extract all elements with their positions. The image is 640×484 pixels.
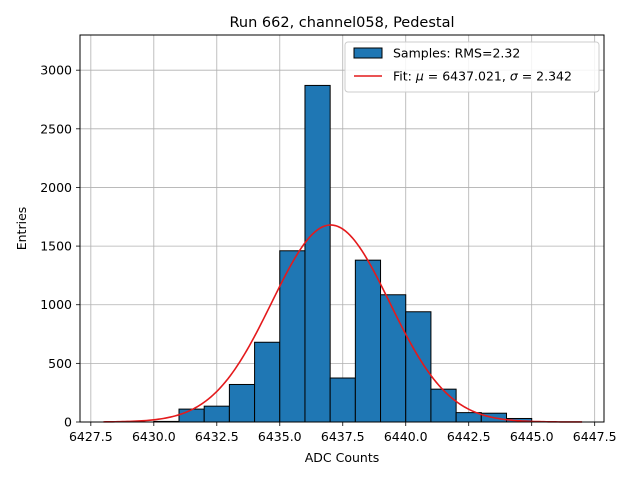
legend-fit-mu-value: = 6437.021, (424, 69, 510, 84)
legend-histogram-swatch (353, 47, 383, 59)
histogram-bar (304, 84, 331, 423)
legend-fit-prefix: Fit: (393, 69, 416, 84)
legend-histogram-label: Samples: RMS=2.32 (393, 46, 520, 61)
histogram-bar (455, 412, 482, 423)
y-tick-label: 3000 (40, 63, 72, 78)
histogram-bar (329, 377, 356, 423)
fit-curve (103, 224, 583, 423)
legend-fit-mu-symbol: μ (415, 69, 424, 84)
histogram-bar (354, 259, 382, 423)
x-tick-label: 6442.5 (447, 429, 491, 444)
histogram-bar (178, 408, 205, 423)
y-tick-label: 500 (48, 356, 72, 371)
x-tick-label: 6445.0 (510, 429, 554, 444)
x-axis-label: ADC Counts (305, 450, 380, 465)
y-tick-label: 2000 (40, 180, 72, 195)
fit-curve-group (103, 224, 583, 423)
x-tick-label: 6437.5 (321, 429, 365, 444)
plot-frame (79, 34, 605, 423)
legend-box (344, 41, 600, 93)
y-axis-ticks: 0 500 1000 1500 2000 2500 3000 (40, 63, 80, 430)
x-tick-label: 6447.5 (573, 429, 617, 444)
x-tick-label: 6427.5 (69, 429, 113, 444)
histogram-bars (153, 84, 533, 423)
x-axis-ticks: 6427.5 6430.0 6432.5 6435.0 6437.5 6440.0 6442… (69, 422, 617, 444)
x-tick-label: 6440.0 (384, 429, 428, 444)
legend-fit-sigma-symbol: σ (510, 69, 519, 84)
chart-title: Run 662, channel058, Pedestal (229, 15, 454, 31)
legend-fit-sigma-value: = 2.342 (518, 69, 572, 84)
y-axis-label: Entries (14, 207, 29, 251)
y-tick-label: 2500 (40, 121, 72, 136)
histogram-bar (228, 383, 256, 423)
x-tick-label: 6430.0 (132, 429, 176, 444)
legend-fit-label: Fit: μ = 6437.021, σ = 2.342 (393, 69, 572, 84)
x-tick-label: 6432.5 (195, 429, 239, 444)
legend: Samples: RMS=2.32 Fit: μ = 6437.021, σ =… (344, 41, 600, 93)
y-tick-label: 1500 (40, 239, 72, 254)
y-tick-label: 0 (64, 415, 72, 430)
x-tick-label: 6435.0 (258, 429, 302, 444)
histogram-bar (279, 250, 306, 423)
histogram-bar (380, 294, 407, 423)
histogram-bar (254, 341, 281, 423)
y-tick-label: 1000 (40, 297, 72, 312)
histogram-bar (203, 405, 230, 423)
histogram-bar (430, 388, 457, 423)
histogram-bar (405, 311, 432, 423)
